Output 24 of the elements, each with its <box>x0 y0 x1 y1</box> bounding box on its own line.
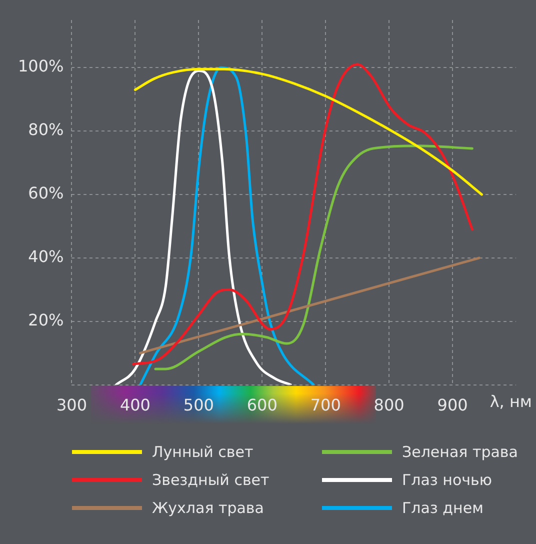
y-tick-label: 40% <box>28 247 64 266</box>
line-series <box>134 68 483 196</box>
x-tick-label: 500 <box>183 396 214 415</box>
legend-label: Зеленая трава <box>402 443 518 461</box>
x-axis-title: λ, нм <box>490 392 532 411</box>
y-tick-label: 100% <box>18 56 64 76</box>
y-tick-label: 60% <box>28 184 64 203</box>
x-tick-label: 400 <box>120 396 150 415</box>
legend-label: Глаз ночью <box>402 471 492 489</box>
legend-label: Лунный свет <box>152 443 254 461</box>
x-tick-label: 800 <box>374 396 404 415</box>
y-tick-label: 20% <box>28 310 64 330</box>
line-series <box>154 144 474 370</box>
x-tick-label: 300 <box>56 396 88 415</box>
line-series <box>114 70 292 385</box>
x-tick-label: 700 <box>310 396 341 415</box>
legend-label: Жухлая трава <box>152 499 264 517</box>
legend-label: Глаз днем <box>402 499 484 517</box>
line-series <box>132 63 474 366</box>
x-tick-label: 600 <box>246 396 278 415</box>
line-series <box>139 66 315 385</box>
legend-label: Звездный свет <box>152 471 270 489</box>
x-tick-label: 900 <box>437 396 468 415</box>
y-tick-label: 80% <box>28 120 64 140</box>
